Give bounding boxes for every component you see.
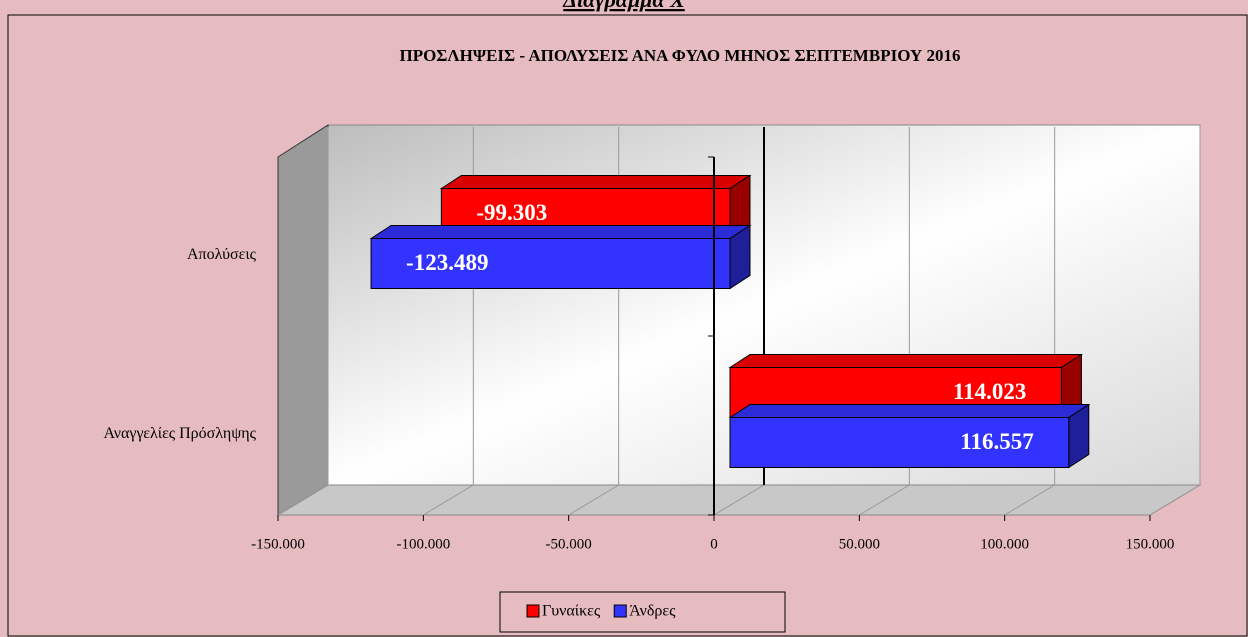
value-label: -123.489 xyxy=(406,250,488,275)
legend-label: Άνδρες xyxy=(629,603,676,620)
bar-top xyxy=(728,404,1091,418)
legend-swatch xyxy=(526,604,540,618)
side-wall xyxy=(277,124,329,516)
floor-grid-line xyxy=(713,484,765,516)
category-label: Αναγγελίες Πρόσληψης xyxy=(103,425,256,442)
x-tick-label: -100.000 xyxy=(396,536,450,552)
legend: Γυναίκες Άνδρες xyxy=(526,603,676,620)
chart-title: ΠΡΟΣΛΗΨΕΙΣ - ΑΠΟΛΥΣΕΙΣ ΑΝΑ ΦΥΛΟ ΜΗΝΟΣ ΣΕ… xyxy=(399,46,960,65)
floor-grid-line xyxy=(859,484,910,516)
floor-grid-line xyxy=(568,484,619,516)
heading: Διάγραμμα Χ xyxy=(562,0,686,12)
category-label: Απολύσεις xyxy=(187,246,257,263)
legend-swatch xyxy=(613,604,627,618)
bar-top xyxy=(728,354,1084,368)
value-label: -99.303 xyxy=(476,200,547,225)
x-tick-label: 50.000 xyxy=(839,536,880,552)
x-tick-label: 0 xyxy=(710,536,718,552)
axes: -150.000 -100.000 -50.000 0 50.000 100.000 150… xyxy=(103,156,1175,552)
value-label: 116.557 xyxy=(960,429,1033,454)
floor-grid-line xyxy=(423,484,474,516)
value-label: 114.023 xyxy=(953,379,1026,404)
floor-grid-line xyxy=(1149,484,1201,516)
x-tick-label: -150.000 xyxy=(251,536,305,552)
bar xyxy=(729,417,1070,468)
bar xyxy=(370,238,731,289)
legend-label: Γυναίκες xyxy=(542,603,601,620)
chart-border xyxy=(7,14,1248,637)
floor-grid-line xyxy=(1004,484,1055,516)
floor-grid-line xyxy=(277,484,329,516)
legend-box xyxy=(499,591,786,633)
x-tick-label: 150.000 xyxy=(1126,536,1175,552)
bar-top xyxy=(369,225,752,239)
x-tick-label: 100.000 xyxy=(980,536,1029,552)
bars: -99.303 -123.489 114.023 116.557 xyxy=(369,174,1091,469)
x-tick-label: -50.000 xyxy=(546,536,592,552)
bar-top xyxy=(439,175,752,189)
